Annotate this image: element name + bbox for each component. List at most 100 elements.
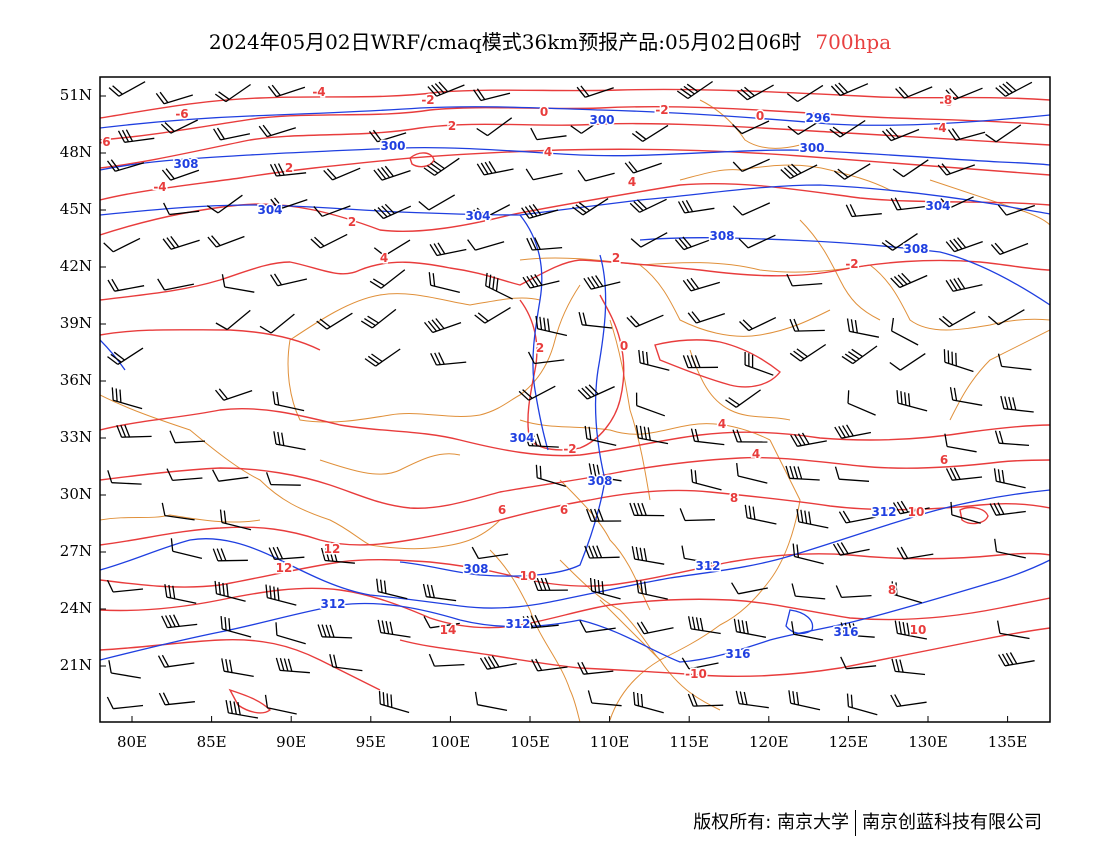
wind-barb bbox=[380, 269, 406, 289]
wind-barb-feather bbox=[902, 621, 906, 636]
wind-barb-feather bbox=[945, 468, 953, 481]
wind-barb bbox=[118, 81, 146, 97]
wind-barb bbox=[839, 119, 866, 138]
wind-barb-feather bbox=[107, 470, 113, 483]
wind-barb-feather bbox=[381, 205, 392, 216]
wind-barb bbox=[426, 596, 457, 602]
wind-barb-feather bbox=[276, 392, 280, 406]
wind-barb-feather bbox=[578, 202, 590, 212]
wind-barb-feather bbox=[113, 351, 125, 361]
wind-barb-feather bbox=[796, 508, 800, 522]
wind-barb-feather bbox=[639, 547, 644, 561]
wind-barb-feather bbox=[157, 655, 166, 668]
wind-barb bbox=[581, 115, 607, 134]
wind-barb-feather bbox=[636, 692, 640, 706]
temperature-contour-label: -4 bbox=[933, 121, 946, 135]
wind-barb-feather bbox=[690, 469, 694, 483]
temperature-contour-label: 2 bbox=[612, 251, 620, 265]
wind-barb bbox=[747, 84, 774, 101]
wind-barb-feather bbox=[579, 620, 587, 633]
wind-barb-feather bbox=[937, 164, 948, 176]
wind-barb-feather bbox=[848, 351, 860, 360]
wind-barb bbox=[169, 210, 200, 216]
wind-barb-feather bbox=[320, 547, 326, 561]
wind-barb bbox=[384, 239, 411, 257]
wind-barb-feather bbox=[587, 277, 596, 289]
wind-barb bbox=[375, 348, 401, 367]
wind-barb-feather bbox=[635, 546, 640, 560]
wind-barb-feather bbox=[950, 501, 953, 515]
wind-barb-feather bbox=[892, 502, 901, 515]
wind-barb bbox=[164, 283, 195, 291]
wind-barb-feather bbox=[269, 585, 272, 599]
wind-barb-feather bbox=[581, 387, 592, 398]
wind-barb-feather bbox=[473, 89, 482, 101]
wind-barb-feather bbox=[526, 237, 533, 251]
wind-barb bbox=[692, 481, 722, 491]
wind-barb bbox=[170, 239, 200, 250]
temperature-contour-label: 4 bbox=[752, 447, 760, 461]
wind-barb-feather bbox=[728, 397, 740, 406]
wind-barb-feather bbox=[275, 622, 278, 636]
wind-barb bbox=[955, 131, 986, 141]
lon-label: 90E bbox=[276, 733, 307, 751]
wind-barb-feather bbox=[735, 690, 740, 704]
wind-barb-feather bbox=[681, 657, 690, 670]
wind-barb bbox=[900, 507, 930, 515]
wind-barb bbox=[436, 248, 467, 257]
wind-barb bbox=[381, 169, 411, 181]
wind-barb bbox=[533, 172, 563, 181]
wind-barb bbox=[380, 703, 410, 714]
wind-barb-feather bbox=[484, 161, 493, 174]
height-contour-label: 308 bbox=[463, 562, 488, 576]
wind-barb-feather bbox=[783, 167, 795, 178]
wind-barb bbox=[170, 119, 198, 134]
wind-barb-feather bbox=[155, 93, 165, 105]
temperature-contour-label: 12 bbox=[324, 542, 341, 556]
wind-barb bbox=[996, 550, 1026, 559]
wind-barb-feather bbox=[373, 247, 385, 257]
wind-barb-feather bbox=[589, 577, 593, 592]
wind-barb bbox=[324, 559, 355, 564]
wind-barb-feather bbox=[437, 242, 446, 255]
height-contour-label: 300 bbox=[380, 139, 405, 153]
wind-barb-feather bbox=[324, 548, 330, 562]
wind-barb bbox=[276, 172, 307, 177]
wind-barb-feather bbox=[211, 235, 221, 247]
height-contour-label: 300 bbox=[799, 141, 824, 155]
wind-barb-feather bbox=[996, 620, 1001, 634]
wind-barb-feather bbox=[737, 90, 748, 101]
wind-barb-feather bbox=[895, 88, 905, 99]
lon-label: 135E bbox=[987, 733, 1028, 751]
wind-barb-feather bbox=[270, 274, 279, 287]
wind-barb-feather bbox=[893, 276, 904, 287]
wind-barb-feather bbox=[834, 426, 843, 439]
wind-barb-feather bbox=[725, 399, 737, 408]
wind-barb bbox=[225, 83, 251, 103]
wind-barb bbox=[487, 662, 517, 670]
wind-barb-feather bbox=[953, 467, 961, 480]
temperature-contour-label: -2 bbox=[563, 442, 576, 456]
wind-barb bbox=[582, 198, 609, 216]
temperature-labels: -6 -6 -6 -4 -4 -4 -2 -2 -2 -2 0 0 0 2 2 2 2 2 4 4 4 4 4 6 6 6 8 8 8 1… bbox=[100, 84, 954, 683]
wind-barb-feather bbox=[158, 692, 166, 706]
wind-barb-feather bbox=[165, 615, 172, 628]
wind-barb-feather bbox=[384, 203, 395, 215]
height-contours bbox=[100, 106, 1050, 663]
wind-barb-feather bbox=[1002, 83, 1013, 94]
wind-barb-feather bbox=[787, 125, 799, 135]
wind-barb-feather bbox=[957, 277, 966, 290]
wind-barb-feather bbox=[428, 272, 432, 286]
wind-barb-feather bbox=[947, 350, 950, 364]
wind-barb-feather bbox=[237, 701, 241, 716]
wind-barb bbox=[480, 92, 511, 102]
wind-barb bbox=[848, 705, 878, 716]
wind-barb bbox=[430, 284, 460, 294]
wind-barb-feather bbox=[534, 274, 543, 286]
wind-barb-feather bbox=[738, 238, 749, 249]
wind-barb-feather bbox=[106, 579, 114, 593]
wind-barb-feather bbox=[941, 163, 951, 175]
height-contour-label: 308 bbox=[587, 474, 612, 488]
wind-barb-feather bbox=[643, 548, 648, 562]
wind-barb-feather bbox=[423, 615, 431, 629]
